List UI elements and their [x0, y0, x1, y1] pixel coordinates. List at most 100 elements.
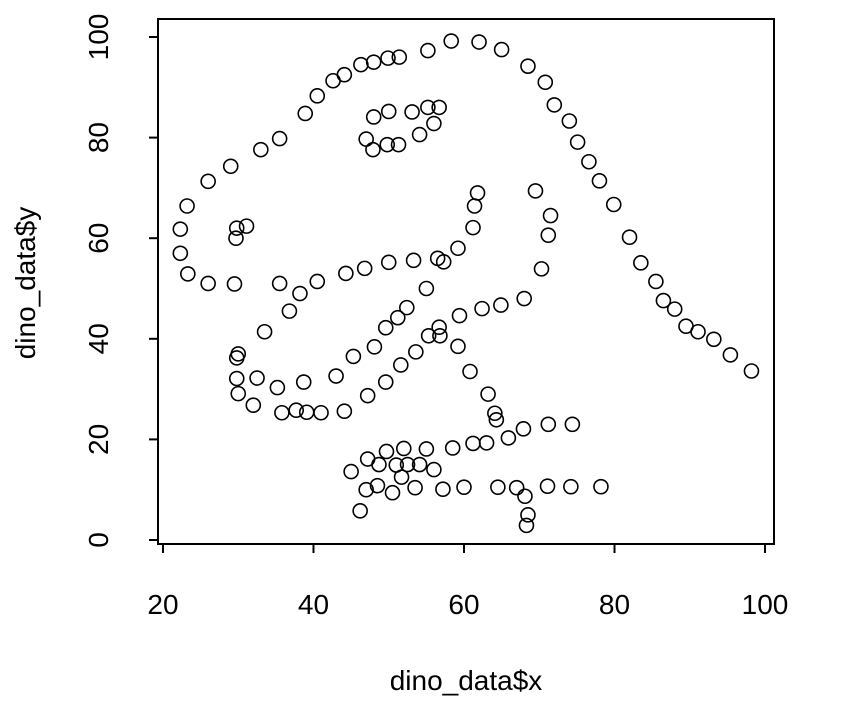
- data-point: [369, 477, 386, 494]
- data-point: [564, 416, 581, 433]
- data-point: [253, 141, 269, 158]
- data-point: [407, 479, 423, 496]
- data-point: [655, 292, 672, 309]
- data-point: [200, 275, 216, 292]
- data-point: [336, 403, 353, 420]
- x-tick-label: 40: [298, 589, 329, 620]
- data-point: [488, 411, 505, 428]
- data-point: [539, 478, 556, 494]
- data-point: [418, 280, 435, 297]
- data-point: [378, 443, 395, 460]
- data-point: [391, 49, 408, 65]
- y-axis-title: dino_data$y: [10, 207, 41, 360]
- data-point: [444, 440, 461, 456]
- data-point: [520, 58, 536, 74]
- data-point: [487, 405, 503, 422]
- data-point: [426, 461, 442, 478]
- data-point: [450, 338, 466, 355]
- data-point: [228, 370, 245, 387]
- data-point: [706, 331, 722, 348]
- x-tick-label: 100: [742, 589, 789, 620]
- data-point: [371, 456, 387, 473]
- y-tick-label: 20: [83, 424, 114, 455]
- data-point: [172, 245, 189, 262]
- data-point: [377, 374, 394, 390]
- data-point: [336, 66, 353, 83]
- data-point: [345, 348, 362, 365]
- data-point: [431, 319, 447, 336]
- data-point: [517, 488, 533, 505]
- data-point: [465, 219, 481, 236]
- data-point: [226, 276, 243, 292]
- data-point: [516, 290, 533, 307]
- data-point: [493, 41, 510, 58]
- y-tick-label: 40: [83, 323, 114, 354]
- data-point: [389, 309, 406, 326]
- y-axis: 0 20 40 60 80 100: [83, 14, 159, 548]
- data-point: [450, 240, 466, 257]
- data-point: [298, 404, 315, 421]
- data-point: [666, 301, 683, 317]
- data-point: [313, 404, 329, 421]
- y-tick-label: 80: [83, 122, 114, 153]
- data-point: [605, 196, 622, 213]
- data-point: [581, 153, 597, 170]
- data-point: [480, 386, 496, 402]
- data-point: [271, 275, 288, 292]
- data-point: [743, 363, 760, 379]
- y-tick-label: 60: [83, 223, 114, 254]
- data-point: [474, 300, 490, 317]
- data-point: [366, 339, 383, 355]
- data-point: [469, 185, 486, 201]
- data-point: [395, 440, 412, 457]
- x-tick-label: 60: [448, 589, 479, 620]
- data-point: [297, 105, 314, 122]
- data-point: [245, 397, 262, 413]
- data-point: [365, 54, 382, 70]
- data-point: [648, 273, 664, 290]
- data-point: [527, 183, 544, 199]
- data-point: [462, 363, 478, 380]
- data-point: [380, 103, 397, 120]
- data-point: [359, 387, 376, 404]
- data-point: [380, 254, 397, 271]
- data-point: [633, 255, 649, 271]
- data-point: [230, 346, 247, 362]
- y-tick-label: 100: [83, 14, 114, 61]
- data-point: [393, 469, 410, 485]
- data-point: [411, 456, 428, 473]
- data-point: [309, 273, 326, 290]
- data-point: [456, 479, 472, 495]
- data-point: [418, 441, 435, 457]
- x-tick-label: 20: [147, 589, 178, 620]
- data-point: [390, 136, 407, 153]
- data-point: [256, 323, 273, 340]
- data-point: [722, 347, 739, 363]
- data-point: [238, 218, 255, 234]
- data-point: [621, 229, 638, 245]
- data-point: [230, 385, 247, 402]
- x-axis: 20 40 60 80 100: [147, 543, 789, 620]
- data-point: [569, 134, 586, 150]
- data-point: [561, 113, 578, 129]
- data-point: [518, 517, 535, 534]
- data-point: [408, 344, 424, 360]
- data-point: [420, 327, 437, 344]
- data-point: [172, 221, 189, 237]
- data-point: [443, 33, 460, 49]
- data-points: [172, 33, 760, 534]
- data-point: [435, 254, 452, 270]
- data-point: [365, 141, 381, 158]
- data-point: [274, 404, 290, 421]
- data-point: [435, 481, 451, 497]
- data-point: [420, 99, 436, 116]
- data-point: [379, 136, 396, 153]
- data-point: [338, 265, 354, 282]
- data-point: [508, 479, 525, 496]
- data-point: [365, 109, 382, 125]
- y-tick-label: 0: [83, 532, 114, 548]
- data-point: [352, 503, 368, 519]
- x-axis-title: dino_data$x: [390, 665, 543, 696]
- data-point: [542, 207, 559, 224]
